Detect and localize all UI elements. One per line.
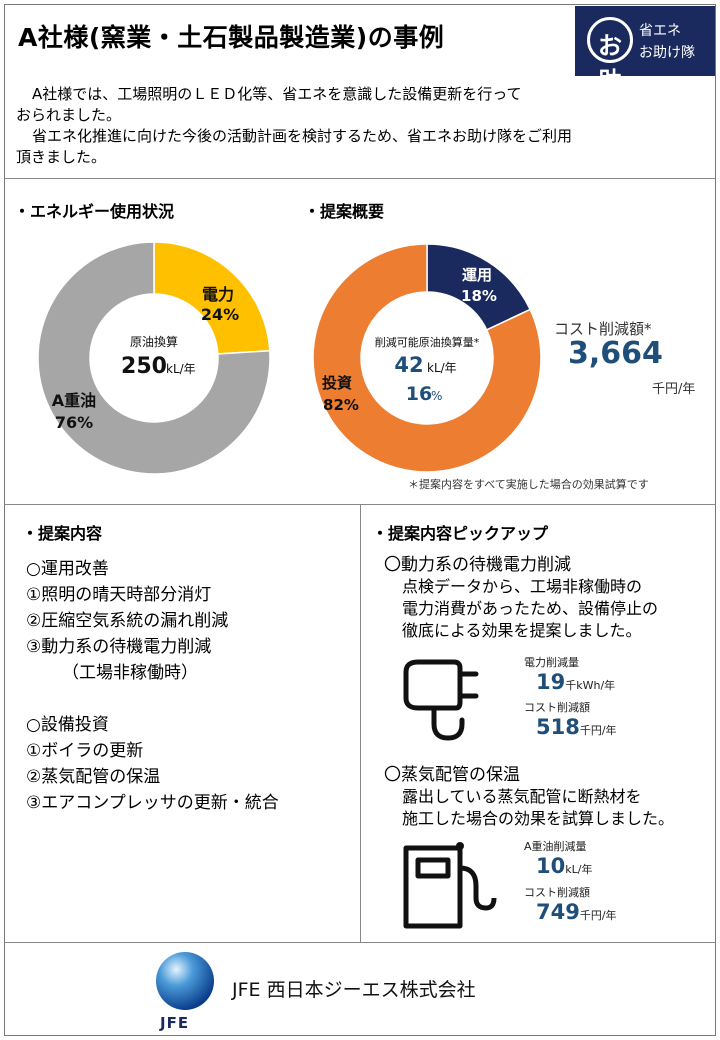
logo-line-2: お助け隊 [639, 45, 695, 61]
steam-cost-value: 749 [536, 900, 580, 924]
steam-metric-cost: コスト削減額 749千円/年 [524, 884, 617, 924]
power-metric-cost: コスト削減額 518千円/年 [524, 699, 617, 739]
proposal-center-unit: kL/年 [427, 361, 457, 375]
list-item: （工場非稼働時） [62, 663, 198, 683]
energy-heading: ・エネルギー使用状況 [14, 202, 175, 221]
intro-paragraph: A社様では、工場照明のＬＥＤ化等、省エネを意識した設備更新を行って おられました… [16, 84, 706, 168]
pickup-item-steam: 〇蒸気配管の保温 露出している蒸気配管に断熱材を 施工した場合の効果を試算しまし… [384, 764, 674, 830]
jfe-globe-logo-icon [156, 952, 214, 1010]
proposal-center-value: 42 [394, 353, 423, 377]
logo-emblem-icon: お助 [587, 17, 633, 95]
pickup-item-power: 〇動力系の待機電力削減 点検データから、工場非稼働時の 電力消費があったため、設… [384, 554, 658, 642]
power-kwh-value: 19 [536, 670, 566, 694]
cost-reduction-value: 3,664 [568, 336, 663, 371]
proposal-slice-1 [312, 243, 542, 473]
page-title: A社様(窯業・土石製品製造業)の事例 [18, 23, 445, 52]
power-plug-icon [403, 659, 479, 741]
divider-bottom [4, 942, 716, 943]
jfe-logo-text: JFE [160, 1014, 190, 1032]
list-item: ②圧縮空気系統の漏れ削減 [26, 611, 229, 631]
steam-cost-label: コスト削減額 [524, 886, 590, 899]
divider-vertical [360, 504, 361, 942]
energy-label-electricity: 電力 [202, 285, 234, 304]
contents-heading: ・提案内容 [22, 524, 103, 543]
energy-pct-a-oil: 76% [55, 413, 93, 432]
steam-oil-unit: kL/年 [565, 863, 593, 876]
pickup-heading: ・提案内容ピックアップ [372, 524, 549, 543]
steam-metric-oil: A重油削減量 10kL/年 [524, 838, 592, 878]
list-item: ①照明の晴天時部分消灯 [26, 585, 212, 605]
intro-line-1: A社様では、工場照明のＬＥＤ化等、省エネを意識した設備更新を行って [32, 85, 522, 103]
divider-top [4, 178, 716, 179]
pickup-power-title: 〇動力系の待機電力削減 [384, 555, 571, 575]
list-item: ③エアコンプレッサの更新・統合 [26, 793, 279, 813]
energy-center-label: 原油換算 [130, 334, 178, 349]
energy-donut-chart: 原油換算 250 kL/年 電力 24% A重油 76% [37, 241, 271, 475]
pickup-steam-title: 〇蒸気配管の保温 [384, 765, 520, 785]
proposal-pct-operation: 18% [461, 287, 497, 305]
energy-slice-1 [37, 241, 271, 475]
shoene-otasuketai-logo: お助 省エネ お助け隊 [575, 6, 715, 95]
pickup-power-body-1: 点検データから、工場非稼働時の [402, 577, 643, 596]
energy-center-value: 250 [121, 354, 167, 379]
intro-line-3: 省エネ化推進に向けた今後の活動計画を検討するため、省エネお助け隊をご利用 [32, 127, 573, 145]
list-spacer [26, 686, 279, 712]
logo-line-1: 省エネ [639, 23, 681, 39]
pickup-steam-body-2: 施工した場合の効果を試算しました。 [402, 809, 675, 828]
steam-oil-label: A重油削減量 [524, 840, 587, 853]
proposal-donut-chart: 削減可能原油換算量* 42 kL/年 16 % 運用 18% 投資 82% [312, 243, 542, 473]
pickup-power-body-3: 徹底による効果を提案しました。 [402, 621, 642, 640]
proposal-pct-investment: 82% [323, 396, 359, 414]
power-metric-kwh: 電力削減量 19千kWh/年 [524, 654, 615, 694]
power-kwh-label: 電力削減量 [524, 656, 579, 669]
proposal-center-label: 削減可能原油換算量* [375, 335, 480, 349]
estimate-footnote: ＊提案内容をすべて実施した場合の効果試算です [408, 478, 649, 491]
steam-cost-unit: 千円/年 [579, 909, 617, 922]
list-item: ○運用改善 [26, 559, 109, 579]
steam-oil-value: 10 [536, 854, 566, 878]
proposal-label-investment: 投資 [322, 374, 352, 392]
power-cost-value: 518 [536, 715, 580, 739]
contents-list: ○運用改善 ①照明の晴天時部分消灯 ②圧縮空気系統の漏れ削減 ③動力系の待機電力… [26, 556, 279, 816]
power-cost-label: コスト削減額 [524, 701, 590, 714]
energy-label-a-oil: A重油 [52, 391, 96, 410]
cost-reduction-unit: 千円/年 [652, 382, 696, 397]
proposal-heading: ・提案概要 [304, 202, 385, 221]
list-item: ①ボイラの更新 [26, 741, 144, 761]
proposal-label-operation: 運用 [462, 266, 492, 284]
power-kwh-unit: 千kWh/年 [565, 679, 616, 692]
list-item: ②蒸気配管の保温 [26, 767, 161, 787]
energy-slice-0 [153, 241, 271, 355]
intro-line-4: 頂きました。 [16, 148, 107, 166]
pickup-steam-body-1: 露出している蒸気配管に断熱材を [402, 787, 642, 806]
cost-reduction-label: コスト削減額* [554, 320, 652, 338]
logo-text: 省エネ お助け隊 [639, 20, 695, 64]
fuel-pump-icon [403, 842, 497, 929]
energy-center-unit: kL/年 [166, 362, 196, 376]
list-item: ○設備投資 [26, 715, 109, 735]
page-frame [4, 4, 716, 1036]
logo-emblem-glyph: お助 [598, 31, 622, 95]
proposal-center-pct: 16 [406, 383, 432, 405]
pickup-power-body-2: 電力消費があったため、設備停止の [402, 599, 659, 618]
proposal-center-pct-unit: % [431, 389, 442, 403]
power-cost-unit: 千円/年 [579, 724, 617, 737]
energy-pct-electricity: 24% [201, 305, 239, 324]
company-name: JFE 西日本ジーエス株式会社 [232, 979, 476, 1001]
intro-line-2: おられました。 [16, 106, 122, 124]
list-item: ③動力系の待機電力削減 [26, 637, 212, 657]
